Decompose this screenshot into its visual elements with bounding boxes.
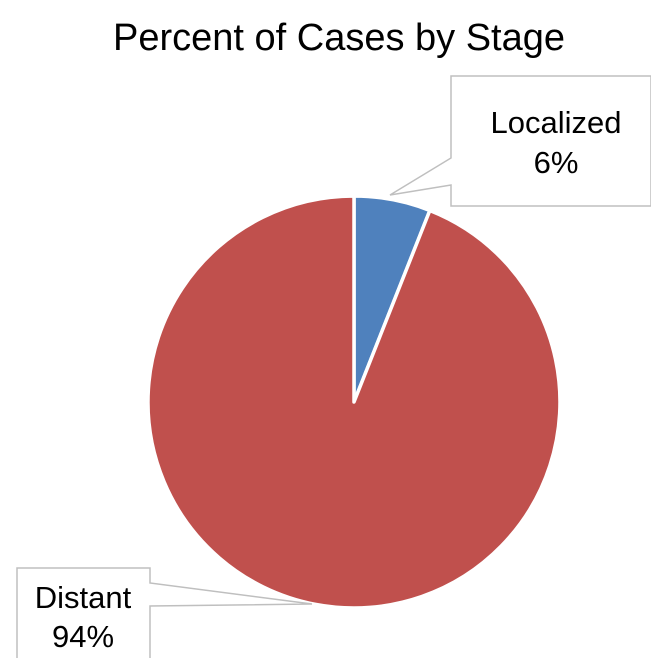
data-label-localized-name: Localized [491,105,622,140]
pie-slice-distant [146,194,562,610]
callout-distant: Distant 94% [16,567,313,658]
data-label-localized-value: 6% [534,145,579,180]
data-label-distant-name: Distant [35,580,132,615]
callout-distant-box [16,567,313,658]
callout-localized-box [389,75,651,207]
callout-localized: Localized 6% [389,75,651,207]
chart-title: Percent of Cases by Stage [113,17,565,59]
data-label-distant-value: 94% [52,619,114,654]
pie-slices [146,194,562,610]
